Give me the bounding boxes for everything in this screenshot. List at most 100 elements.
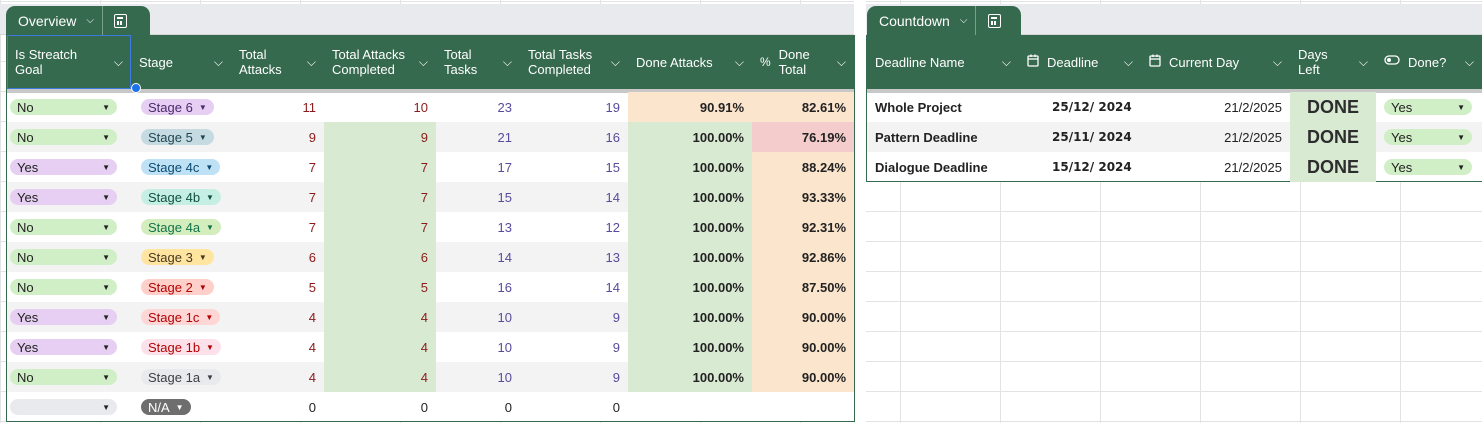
- stage-dropdown[interactable]: Stage 5 ▼: [141, 129, 214, 145]
- stage-dropdown[interactable]: Stage 2 ▼: [141, 279, 214, 295]
- is-stretch-goal-cell[interactable]: ▼: [7, 392, 131, 422]
- is-stretch-goal-cell[interactable]: No ▼: [7, 242, 131, 272]
- stretch-goal-dropdown[interactable]: Yes ▼: [10, 159, 117, 175]
- chevron-down-icon[interactable]: ⌵: [1272, 54, 1282, 69]
- done-dropdown[interactable]: Yes ▼: [1384, 99, 1472, 115]
- done-dropdown[interactable]: Yes ▼: [1384, 129, 1472, 145]
- stage-dropdown[interactable]: N/A ▼: [141, 399, 191, 415]
- column-header-done[interactable]: Done? ⌵: [1376, 35, 1482, 89]
- stage-dropdown[interactable]: Stage 1c ▼: [141, 309, 221, 325]
- column-header-is-stretch-goal[interactable]: Is Streatch Goal ⌵: [7, 35, 141, 93]
- tasks-done-cell: 0: [612, 399, 620, 415]
- table-header-strip: [0, 4, 1482, 35]
- stretch-goal-dropdown[interactable]: No ▼: [10, 279, 117, 295]
- stretch-goal-dropdown[interactable]: No ▼: [10, 129, 117, 145]
- chevron-down-icon[interactable]: ⌵: [418, 54, 428, 69]
- stage-cell[interactable]: Stage 1c ▼: [131, 302, 231, 332]
- stage-value: Stage 1a: [148, 369, 201, 385]
- column-header-current-day[interactable]: Current Day ⌵: [1141, 35, 1290, 89]
- column-header-total-tasks[interactable]: Total Tasks ⌵: [436, 35, 520, 89]
- is-stretch-goal-cell[interactable]: Yes ▼: [7, 152, 131, 182]
- stage-cell[interactable]: Stage 4b ▼: [131, 182, 231, 212]
- done-cell[interactable]: Yes ▼: [1376, 152, 1482, 182]
- is-stretch-goal-cell[interactable]: Yes ▼: [7, 302, 131, 332]
- column-header-total-attacks[interactable]: Total Attacks ⌵: [231, 35, 324, 89]
- stage-cell[interactable]: Stage 1b ▼: [131, 332, 231, 362]
- column-header-done-total[interactable]: % Done Total ⌵: [752, 35, 854, 89]
- stretch-goal-dropdown[interactable]: Yes ▼: [10, 189, 117, 205]
- stage-dropdown[interactable]: Stage 4c ▼: [141, 159, 221, 175]
- done-total-cell: 76.19%: [752, 122, 854, 152]
- chevron-down-icon[interactable]: ⌵: [610, 54, 620, 69]
- stretch-goal-dropdown[interactable]: No ▼: [10, 99, 117, 115]
- stage-dropdown[interactable]: Stage 3 ▼: [141, 249, 214, 265]
- is-stretch-goal-cell[interactable]: Yes ▼: [7, 182, 131, 212]
- tasks-cell: 10: [497, 339, 512, 355]
- stage-dropdown[interactable]: Stage 1a ▼: [141, 369, 221, 385]
- is-stretch-goal-cell[interactable]: No ▼: [7, 122, 131, 152]
- column-header-days-left[interactable]: Days Left ⌵: [1290, 35, 1376, 89]
- done-dropdown[interactable]: Yes ▼: [1384, 159, 1472, 175]
- is-stretch-goal-cell[interactable]: No ▼: [7, 92, 131, 122]
- deadline-name-cell: Pattern Deadline: [875, 129, 978, 145]
- column-header-label: Deadline Name: [875, 54, 965, 70]
- column-header-deadline-name[interactable]: Deadline Name ⌵: [867, 35, 1019, 89]
- dropdown-chip-icon: [1384, 54, 1400, 70]
- dropdown-arrow-icon: ▼: [102, 282, 110, 292]
- chevron-down-icon[interactable]: ⌵: [213, 54, 223, 69]
- stage-value: Stage 1b: [148, 339, 201, 355]
- chevron-down-icon[interactable]: ⌵: [1123, 54, 1133, 69]
- stage-cell[interactable]: N/A ▼: [131, 392, 231, 422]
- stage-cell[interactable]: Stage 4c ▼: [131, 152, 231, 182]
- column-header-deadline[interactable]: Deadline ⌵: [1019, 35, 1141, 89]
- attacks-cell: 11: [302, 99, 317, 115]
- is-stretch-goal-cell[interactable]: Yes ▼: [7, 332, 131, 362]
- stage-dropdown[interactable]: Stage 6 ▼: [141, 99, 214, 115]
- chevron-down-icon[interactable]: ⌵: [306, 54, 316, 69]
- stage-dropdown[interactable]: Stage 4b ▼: [141, 189, 221, 205]
- chevron-down-icon[interactable]: ⌵: [1001, 54, 1011, 69]
- stage-cell[interactable]: Stage 2 ▼: [131, 272, 231, 302]
- stage-cell[interactable]: Stage 1a ▼: [131, 362, 231, 392]
- column-header-stage[interactable]: Stage ⌵: [131, 35, 231, 89]
- chevron-down-icon[interactable]: ⌵: [734, 54, 744, 69]
- chevron-down-icon[interactable]: ⌵: [1464, 54, 1474, 69]
- chevron-down-icon[interactable]: ⌵: [113, 54, 123, 69]
- stage-cell[interactable]: Stage 4a ▼: [131, 212, 231, 242]
- stage-cell[interactable]: Stage 5 ▼: [131, 122, 231, 152]
- stretch-goal-dropdown[interactable]: Yes ▼: [10, 339, 117, 355]
- column-header-total-attacks-completed[interactable]: Total Attacks Completed ⌵: [324, 35, 436, 89]
- stretch-goal-dropdown[interactable]: ▼: [10, 399, 117, 415]
- calculator-icon[interactable]: [976, 13, 1012, 28]
- is-stretch-goal-cell[interactable]: No ▼: [7, 362, 131, 392]
- chevron-down-icon[interactable]: ⌵: [836, 54, 846, 69]
- stretch-goal-dropdown[interactable]: No ▼: [10, 249, 117, 265]
- tasks-done-cell: 9: [612, 309, 620, 325]
- chevron-down-icon[interactable]: ⌵: [959, 15, 968, 26]
- selection-handle[interactable]: [131, 83, 141, 93]
- stretch-goal-dropdown[interactable]: No ▼: [10, 219, 117, 235]
- done-cell[interactable]: Yes ▼: [1376, 122, 1482, 152]
- is-stretch-goal-cell[interactable]: No ▼: [7, 212, 131, 242]
- stage-dropdown[interactable]: Stage 1b ▼: [141, 339, 221, 355]
- column-header-total-tasks-completed[interactable]: Total Tasks Completed ⌵: [520, 35, 628, 89]
- done-cell[interactable]: Yes ▼: [1376, 92, 1482, 122]
- chevron-down-icon[interactable]: ⌵: [502, 54, 512, 69]
- stage-cell[interactable]: Stage 6 ▼: [131, 92, 231, 122]
- stage-cell[interactable]: Stage 3 ▼: [131, 242, 231, 272]
- overview-table-tab[interactable]: Overview ⌵: [6, 6, 150, 35]
- stretch-goal-dropdown[interactable]: Yes ▼: [10, 309, 117, 325]
- stage-dropdown[interactable]: Stage 4a ▼: [141, 219, 221, 235]
- dropdown-arrow-icon: ▼: [1457, 102, 1465, 112]
- chevron-down-icon[interactable]: ⌵: [1358, 54, 1368, 69]
- chevron-down-icon[interactable]: ⌵: [86, 15, 94, 26]
- tasks-cell: 10: [497, 369, 512, 385]
- attacks-done-cell: 5: [324, 272, 436, 302]
- countdown-table-tab[interactable]: Countdown ⌵: [867, 6, 1021, 35]
- column-header-done-attacks[interactable]: Done Attacks ⌵: [628, 35, 752, 89]
- calculator-icon[interactable]: [103, 13, 139, 28]
- done-attacks-cell: 100.00%: [628, 122, 752, 152]
- is-stretch-goal-cell[interactable]: No ▼: [7, 272, 131, 302]
- column-header-label: Done Attacks: [636, 54, 713, 70]
- stretch-goal-dropdown[interactable]: No ▼: [10, 369, 117, 385]
